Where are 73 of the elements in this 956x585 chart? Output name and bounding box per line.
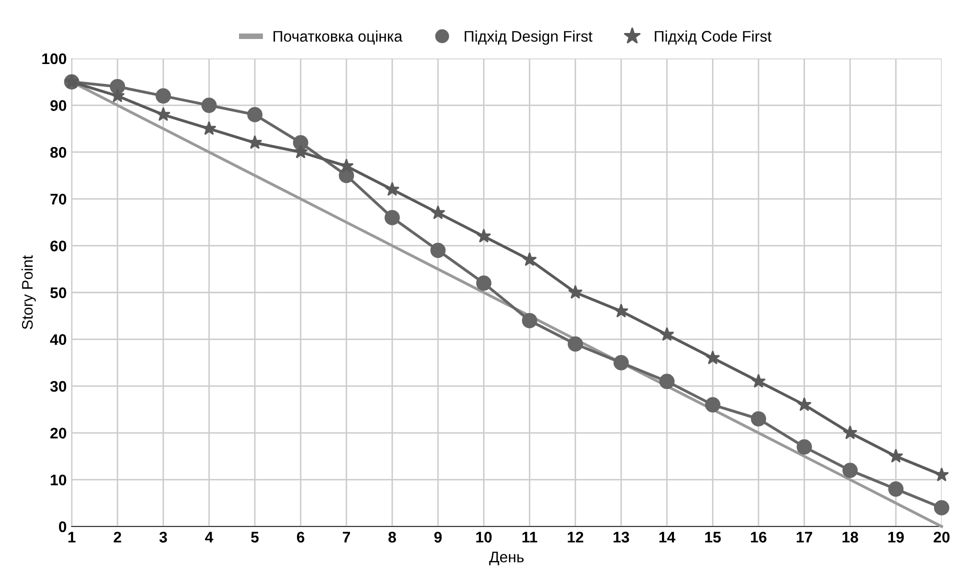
- y-tick-label: 80: [50, 146, 66, 158]
- x-tick-label: 6: [296, 532, 304, 543]
- point: [110, 78, 126, 94]
- y-tick-label: 20: [50, 428, 66, 439]
- point: [705, 397, 720, 412]
- point: [339, 158, 354, 172]
- x-axis-title: День: [489, 552, 524, 566]
- y-tick-label: 30: [50, 380, 66, 392]
- x-tick-label: 3: [159, 532, 167, 543]
- x-tick-label: 11: [522, 532, 538, 542]
- point: [110, 88, 125, 102]
- point: [384, 182, 400, 196]
- x-tick-label: 17: [796, 532, 812, 542]
- y-tick-label: 0: [58, 521, 66, 532]
- legend-label: Початковка оцінка: [274, 30, 402, 45]
- point: [430, 205, 446, 220]
- point: [568, 336, 583, 352]
- x-tick-label: 13: [614, 532, 630, 543]
- point: [247, 107, 262, 122]
- point: [796, 439, 812, 455]
- x-tick-label: 18: [842, 532, 858, 543]
- y-tick-label: 50: [50, 287, 66, 298]
- x-tick-label: 10: [476, 532, 492, 543]
- point: [156, 88, 171, 104]
- point: [384, 210, 400, 226]
- y-tick-label: 90: [50, 100, 66, 111]
- point: [659, 374, 675, 390]
- point: [293, 144, 308, 158]
- y-axis-title: Story Point: [22, 255, 36, 330]
- x-tick-label: 12: [568, 532, 584, 542]
- point: [248, 135, 262, 150]
- point: [842, 425, 858, 440]
- point: [842, 462, 858, 478]
- point: [568, 284, 583, 299]
- x-tick-label: 8: [388, 532, 396, 543]
- point: [888, 481, 904, 497]
- x-tick-label: 9: [434, 532, 442, 543]
- point: [660, 326, 674, 341]
- x-tick-label: 2: [114, 532, 122, 542]
- point: [934, 467, 949, 482]
- point: [750, 411, 766, 426]
- point: [705, 350, 720, 364]
- x-tick-label: 14: [659, 532, 676, 542]
- y-tick-label: 40: [50, 334, 66, 345]
- point: [522, 312, 538, 328]
- point: [202, 121, 216, 136]
- point: [797, 397, 812, 412]
- x-tick-label: 19: [888, 532, 904, 543]
- point: [156, 107, 171, 121]
- x-tick-label: 4: [205, 532, 214, 542]
- point: [522, 252, 537, 266]
- point: [888, 448, 904, 463]
- x-tick-label: 16: [750, 532, 766, 543]
- y-tick-label: 100: [42, 53, 66, 64]
- x-tick-label: 15: [705, 532, 721, 543]
- point: [614, 304, 628, 318]
- point: [476, 276, 492, 291]
- y-tick-label: 60: [50, 240, 66, 252]
- y-tick-label: 70: [50, 194, 66, 205]
- y-tick-label: 10: [50, 474, 66, 486]
- point: [476, 228, 492, 243]
- x-tick-label: 5: [251, 532, 259, 543]
- legend-label: Підхід Code First: [654, 30, 772, 45]
- point: [293, 135, 308, 150]
- x-tick-label: 1: [68, 532, 76, 542]
- point: [201, 98, 217, 113]
- point: [430, 242, 446, 258]
- x-tick-label: 7: [342, 532, 350, 542]
- point: [934, 500, 950, 516]
- legend-label: Підхід Design First: [464, 30, 592, 45]
- point: [614, 355, 629, 370]
- point: [751, 374, 766, 388]
- x-tick-label: 20: [934, 532, 950, 543]
